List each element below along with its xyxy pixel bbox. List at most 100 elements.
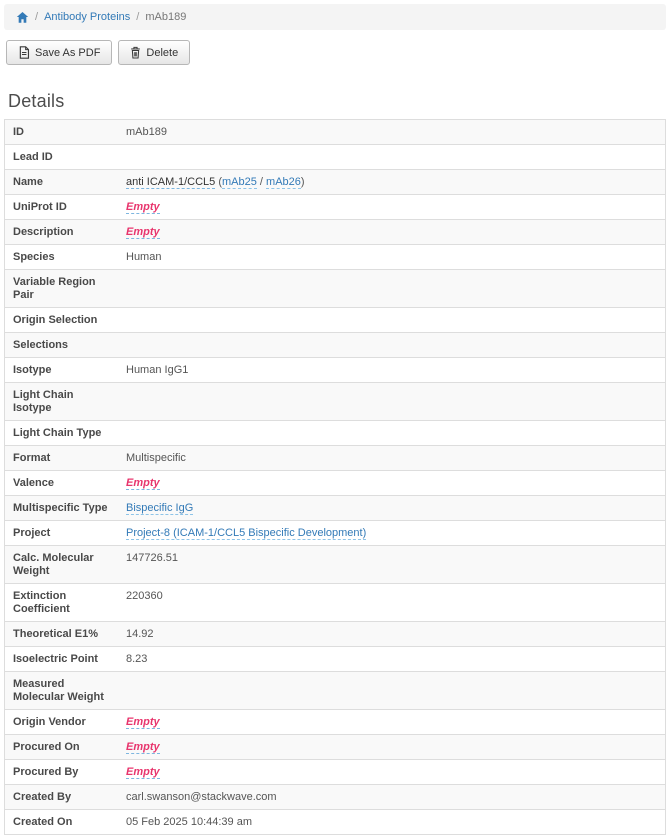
row-value: Multispecific: [118, 446, 665, 470]
value-text: ): [300, 176, 305, 188]
trash-icon: [130, 46, 141, 59]
table-row: Isoelectric Point 8.23: [5, 647, 665, 672]
row-value: 05 Feb 2025 10:44:39 am: [118, 810, 665, 834]
breadcrumb-separator: /: [35, 11, 39, 23]
table-row: Name anti ICAM-1/CCL5 (mAb25 / mAb26): [5, 170, 665, 195]
value-text: /: [256, 176, 267, 188]
row-label: Valence: [13, 477, 54, 489]
row-label: Isotype: [13, 364, 52, 376]
row-value: Project-8 (ICAM-1/CCL5 Bispecific Develo…: [118, 521, 665, 545]
empty-value-link[interactable]: Empty: [126, 477, 160, 490]
row-value: [118, 383, 665, 420]
table-row: Calc. Molecular Weight 147726.51: [5, 546, 665, 584]
row-label: Calc. Molecular Weight: [13, 552, 94, 577]
table-row: Created On 05 Feb 2025 10:44:39 am: [5, 810, 665, 835]
value-text: carl.swanson@stackwave.com: [126, 791, 277, 803]
table-row: Project Project-8 (ICAM-1/CCL5 Bispecifi…: [5, 521, 665, 546]
value-text: Multispecific: [126, 452, 186, 464]
table-row: Lead ID: [5, 145, 665, 170]
row-value: Empty: [118, 195, 665, 219]
row-label: Created On: [13, 816, 73, 828]
row-value: Empty: [118, 735, 665, 759]
value-link[interactable]: Project-8 (ICAM-1/CCL5 Bispecific Develo…: [126, 527, 367, 540]
row-label: Description: [13, 226, 74, 238]
row-value: carl.swanson@stackwave.com: [118, 785, 665, 809]
row-label: Origin Vendor: [13, 716, 86, 728]
table-row: Procured On Empty: [5, 735, 665, 760]
table-row: Procured By Empty: [5, 760, 665, 785]
table-row: Created By carl.swanson@stackwave.com: [5, 785, 665, 810]
table-row: Extinction Coefficient 220360: [5, 584, 665, 622]
table-row: Origin Vendor Empty: [5, 710, 665, 735]
table-row: Theoretical E1% 14.92: [5, 622, 665, 647]
value-text: Human: [126, 251, 162, 263]
breadcrumb-link-antibody-proteins[interactable]: Antibody Proteins: [44, 11, 131, 23]
table-row: Selections: [5, 333, 665, 358]
value-link[interactable]: mAb25: [222, 176, 257, 189]
row-value: [118, 308, 665, 332]
toolbar: Save As PDF Delete: [6, 40, 664, 65]
pdf-file-icon: [18, 46, 30, 59]
value-text: 05 Feb 2025 10:44:39 am: [126, 816, 252, 828]
details-table: ID mAb189 Lead ID Name anti ICAM-1/CCL5 …: [4, 119, 666, 835]
save-as-pdf-button[interactable]: Save As PDF: [6, 40, 113, 65]
row-label: Theoretical E1%: [13, 628, 98, 640]
row-label: UniProt ID: [13, 201, 67, 213]
value-text: Human IgG1: [126, 364, 189, 376]
row-value: [118, 145, 665, 169]
table-row: Format Multispecific: [5, 446, 665, 471]
page-title: Details: [8, 91, 65, 111]
row-label: Variable Region Pair: [13, 276, 96, 301]
breadcrumb: / Antibody Proteins / mAb189: [4, 4, 666, 30]
row-value: [118, 270, 665, 307]
table-row: Species Human: [5, 245, 665, 270]
table-row: Valence Empty: [5, 471, 665, 496]
row-label: Measured Molecular Weight: [13, 678, 104, 703]
empty-value-link[interactable]: Empty: [126, 766, 160, 779]
row-value: Human: [118, 245, 665, 269]
value-link[interactable]: Bispecific IgG: [126, 502, 194, 515]
delete-label: Delete: [146, 46, 179, 59]
row-value: Empty: [118, 471, 665, 495]
empty-value-link[interactable]: Empty: [126, 716, 160, 729]
home-icon[interactable]: [16, 11, 29, 24]
table-row: ID mAb189: [5, 120, 665, 145]
row-value: mAb189: [118, 120, 665, 144]
empty-value-link[interactable]: Empty: [126, 741, 160, 754]
row-label: Extinction Coefficient: [13, 590, 70, 615]
table-row: UniProt ID Empty: [5, 195, 665, 220]
delete-button[interactable]: Delete: [118, 40, 191, 65]
row-value: Empty: [118, 760, 665, 784]
value-text: 220360: [126, 590, 163, 602]
row-label: Name: [13, 176, 43, 188]
table-row: Light Chain Isotype: [5, 383, 665, 421]
row-value: 220360: [118, 584, 665, 621]
row-value: Empty: [118, 710, 665, 734]
save-as-pdf-label: Save As PDF: [35, 46, 101, 59]
row-value: 8.23: [118, 647, 665, 671]
row-label: Light Chain Isotype: [13, 389, 74, 414]
row-label: Format: [13, 452, 51, 464]
row-label: Lead ID: [13, 151, 53, 163]
table-row: Light Chain Type: [5, 421, 665, 446]
value-text: 8.23: [126, 653, 148, 665]
row-label: Multispecific Type: [13, 502, 108, 514]
value-text: mAb189: [126, 126, 167, 138]
row-value: Bispecific IgG: [118, 496, 665, 520]
tooltip-text[interactable]: anti ICAM-1/CCL5: [126, 176, 216, 189]
row-value: anti ICAM-1/CCL5 (mAb25 / mAb26): [118, 170, 665, 194]
table-row: Variable Region Pair: [5, 270, 665, 308]
empty-value-link[interactable]: Empty: [126, 201, 160, 214]
value-link[interactable]: mAb26: [266, 176, 301, 189]
row-label: Isoelectric Point: [13, 653, 98, 665]
row-label: Procured On: [13, 741, 80, 753]
value-text: 147726.51: [126, 552, 178, 564]
row-value: [118, 421, 665, 445]
row-label: Species: [13, 251, 55, 263]
empty-value-link[interactable]: Empty: [126, 226, 160, 239]
row-value: Human IgG1: [118, 358, 665, 382]
table-row: Origin Selection: [5, 308, 665, 333]
row-label: Created By: [13, 791, 72, 803]
row-label: Origin Selection: [13, 314, 98, 326]
